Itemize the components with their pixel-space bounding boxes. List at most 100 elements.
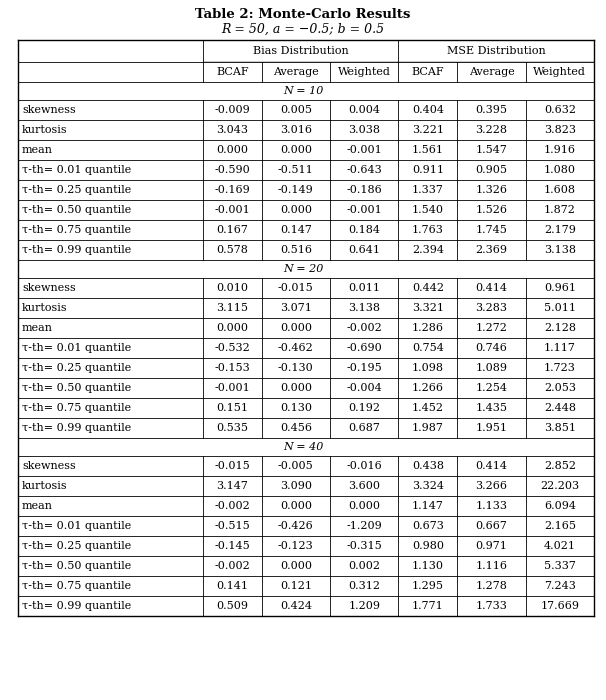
Text: 3.228: 3.228 bbox=[476, 125, 507, 135]
Text: 0.004: 0.004 bbox=[348, 105, 380, 115]
Text: 0.414: 0.414 bbox=[476, 461, 507, 471]
Text: N = 10: N = 10 bbox=[283, 86, 323, 96]
Text: 0.000: 0.000 bbox=[280, 145, 312, 155]
Text: -0.195: -0.195 bbox=[347, 363, 382, 373]
Text: -0.149: -0.149 bbox=[278, 185, 314, 195]
Text: 3.147: 3.147 bbox=[216, 481, 248, 491]
Text: -0.009: -0.009 bbox=[215, 105, 250, 115]
Text: -0.123: -0.123 bbox=[278, 541, 314, 551]
Text: 1.266: 1.266 bbox=[412, 383, 444, 393]
Text: -1.209: -1.209 bbox=[347, 521, 382, 531]
Text: 0.000: 0.000 bbox=[348, 501, 380, 511]
Text: 0.000: 0.000 bbox=[280, 383, 312, 393]
Text: MSE Distribution: MSE Distribution bbox=[447, 46, 545, 56]
Text: 0.002: 0.002 bbox=[348, 561, 380, 571]
Text: 1.286: 1.286 bbox=[412, 323, 444, 333]
Text: 1.080: 1.080 bbox=[544, 165, 576, 175]
Text: 0.980: 0.980 bbox=[412, 541, 444, 551]
Text: 0.673: 0.673 bbox=[412, 521, 444, 531]
Text: 3.138: 3.138 bbox=[348, 303, 380, 313]
Text: -0.015: -0.015 bbox=[215, 461, 250, 471]
Text: 0.414: 0.414 bbox=[476, 283, 507, 293]
Text: -0.532: -0.532 bbox=[215, 343, 250, 353]
Text: 3.221: 3.221 bbox=[412, 125, 444, 135]
Text: 2.165: 2.165 bbox=[544, 521, 576, 531]
Text: skewness: skewness bbox=[22, 105, 76, 115]
Text: BCAF: BCAF bbox=[411, 67, 444, 77]
Text: 3.600: 3.600 bbox=[348, 481, 380, 491]
Text: 0.010: 0.010 bbox=[216, 283, 248, 293]
Text: τ-th= 0.25 quantile: τ-th= 0.25 quantile bbox=[22, 185, 132, 195]
Text: 0.192: 0.192 bbox=[348, 403, 380, 413]
Text: 3.321: 3.321 bbox=[412, 303, 444, 313]
Text: 2.852: 2.852 bbox=[544, 461, 576, 471]
Text: 1.326: 1.326 bbox=[476, 185, 507, 195]
Text: 0.438: 0.438 bbox=[412, 461, 444, 471]
Text: 0.184: 0.184 bbox=[348, 225, 380, 235]
Text: 3.266: 3.266 bbox=[476, 481, 507, 491]
Text: 17.669: 17.669 bbox=[541, 601, 579, 611]
Text: 1.872: 1.872 bbox=[544, 205, 576, 215]
Text: 1.951: 1.951 bbox=[476, 423, 507, 433]
Text: 0.641: 0.641 bbox=[348, 245, 380, 255]
Text: 0.395: 0.395 bbox=[476, 105, 507, 115]
Text: 1.987: 1.987 bbox=[412, 423, 444, 433]
Text: -0.015: -0.015 bbox=[278, 283, 314, 293]
Text: 0.011: 0.011 bbox=[348, 283, 380, 293]
Text: -0.169: -0.169 bbox=[215, 185, 250, 195]
Text: 1.337: 1.337 bbox=[412, 185, 444, 195]
Text: 1.116: 1.116 bbox=[476, 561, 507, 571]
Text: 1.771: 1.771 bbox=[412, 601, 444, 611]
Text: 1.209: 1.209 bbox=[348, 601, 380, 611]
Text: 2.448: 2.448 bbox=[544, 403, 576, 413]
Text: 1.763: 1.763 bbox=[412, 225, 444, 235]
Text: 3.038: 3.038 bbox=[348, 125, 380, 135]
Text: 5.337: 5.337 bbox=[544, 561, 576, 571]
Text: 2.128: 2.128 bbox=[544, 323, 576, 333]
Text: 1.133: 1.133 bbox=[476, 501, 507, 511]
Text: 0.000: 0.000 bbox=[280, 561, 312, 571]
Text: 1.733: 1.733 bbox=[476, 601, 507, 611]
Text: 7.243: 7.243 bbox=[544, 581, 576, 591]
Text: kurtosis: kurtosis bbox=[22, 481, 68, 491]
Text: 3.823: 3.823 bbox=[544, 125, 576, 135]
Text: 3.138: 3.138 bbox=[544, 245, 576, 255]
Text: 0.516: 0.516 bbox=[280, 245, 312, 255]
Text: -0.002: -0.002 bbox=[347, 323, 382, 333]
Text: N = 40: N = 40 bbox=[283, 442, 323, 452]
Text: 3.043: 3.043 bbox=[216, 125, 248, 135]
Text: 1.540: 1.540 bbox=[412, 205, 444, 215]
Text: 1.745: 1.745 bbox=[476, 225, 507, 235]
Text: 0.141: 0.141 bbox=[216, 581, 248, 591]
Text: 3.090: 3.090 bbox=[280, 481, 312, 491]
Text: -0.515: -0.515 bbox=[215, 521, 250, 531]
Text: -0.005: -0.005 bbox=[278, 461, 314, 471]
Text: 3.115: 3.115 bbox=[216, 303, 248, 313]
Text: 5.011: 5.011 bbox=[544, 303, 576, 313]
Text: 0.578: 0.578 bbox=[216, 245, 248, 255]
Text: 1.561: 1.561 bbox=[412, 145, 444, 155]
Text: 1.098: 1.098 bbox=[412, 363, 444, 373]
Text: 0.911: 0.911 bbox=[412, 165, 444, 175]
Text: -0.002: -0.002 bbox=[215, 561, 250, 571]
Text: 0.442: 0.442 bbox=[412, 283, 444, 293]
Text: mean: mean bbox=[22, 323, 53, 333]
Text: 0.312: 0.312 bbox=[348, 581, 380, 591]
Text: 0.130: 0.130 bbox=[280, 403, 312, 413]
Text: -0.016: -0.016 bbox=[347, 461, 382, 471]
Text: -0.145: -0.145 bbox=[215, 541, 250, 551]
Text: 0.167: 0.167 bbox=[216, 225, 248, 235]
Text: 1.452: 1.452 bbox=[412, 403, 444, 413]
Text: -0.511: -0.511 bbox=[278, 165, 314, 175]
Text: 1.295: 1.295 bbox=[412, 581, 444, 591]
Text: 2.179: 2.179 bbox=[544, 225, 576, 235]
Text: Average: Average bbox=[468, 67, 514, 77]
Text: -0.001: -0.001 bbox=[215, 205, 250, 215]
Text: τ-th= 0.75 quantile: τ-th= 0.75 quantile bbox=[22, 225, 131, 235]
Text: skewness: skewness bbox=[22, 461, 76, 471]
Text: 1.089: 1.089 bbox=[476, 363, 507, 373]
Text: 3.071: 3.071 bbox=[280, 303, 312, 313]
Text: 6.094: 6.094 bbox=[544, 501, 576, 511]
Text: -0.001: -0.001 bbox=[347, 205, 382, 215]
Text: 0.005: 0.005 bbox=[280, 105, 312, 115]
